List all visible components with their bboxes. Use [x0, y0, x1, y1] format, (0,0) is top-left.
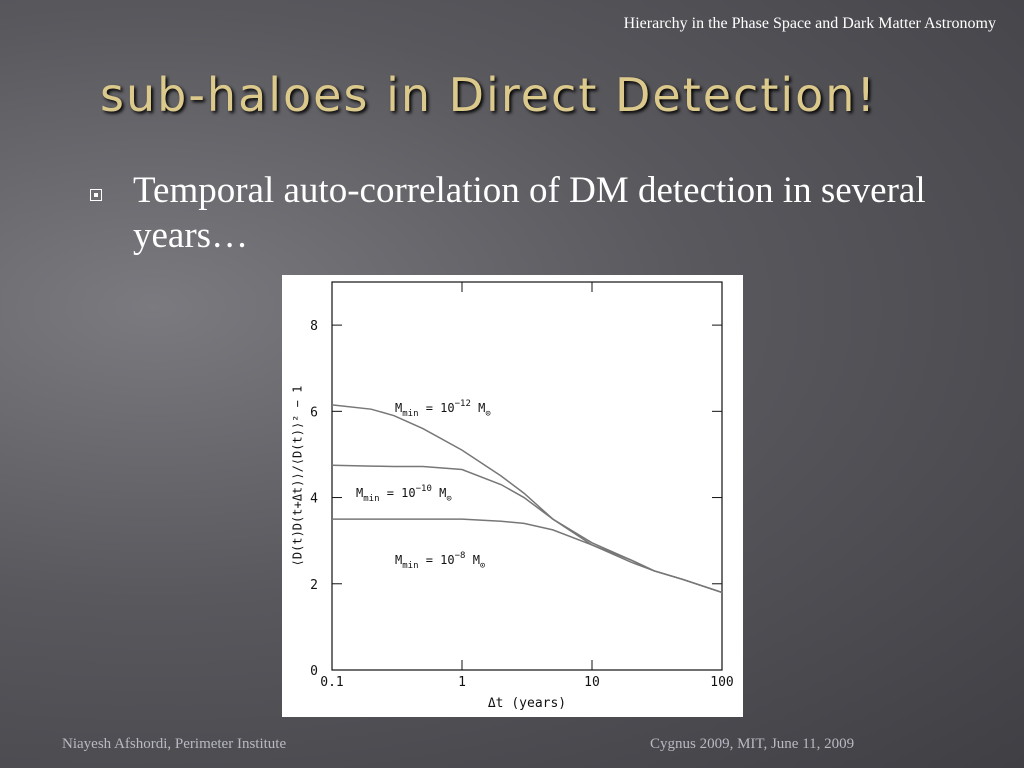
- y-tick-label: 0: [310, 664, 318, 679]
- y-tick-label: 6: [310, 405, 318, 420]
- chart: Δt (years) ⟨D(t)D(t+Δt)⟩/⟨D(t)⟩² − 1 0.1…: [282, 275, 743, 717]
- y-tick-label: 4: [310, 492, 318, 507]
- header: Hierarchy in the Phase Space and Dark Ma…: [623, 15, 996, 32]
- series-label-part: M: [395, 401, 402, 415]
- series-line: [332, 518, 723, 594]
- series-label-part: M: [395, 553, 402, 567]
- x-tick-label: 100: [710, 675, 733, 690]
- series-label-part: ⊙: [485, 409, 490, 419]
- plot-frame: [331, 281, 723, 671]
- series-label-part: M: [432, 486, 446, 500]
- series-label-part: min: [402, 561, 418, 571]
- y-tick-label: 2: [310, 578, 318, 593]
- series-label-part: ⊙: [480, 561, 485, 571]
- series-label-part: −8: [455, 551, 466, 561]
- bullet-marker: [90, 189, 102, 201]
- series-label-part: M: [465, 553, 479, 567]
- x-tick-label: 1: [458, 675, 466, 690]
- series-label-part: M: [471, 401, 485, 415]
- series-label: Mmin = 10−12 M⊙: [395, 399, 491, 419]
- footer-left: Niayesh Afshordi, Perimeter Institute: [62, 736, 287, 752]
- series-label-part: M: [356, 486, 363, 500]
- footer-right: Cygnus 2009, MIT, June 11, 2009: [650, 736, 855, 752]
- series-label-part: −10: [416, 484, 432, 494]
- bullet: Temporal auto-correlation of DM detectio…: [133, 170, 926, 257]
- series-label-part: = 10: [419, 401, 455, 415]
- series-label-part: = 10: [380, 486, 416, 500]
- title: sub-haloes in Direct Detection!: [100, 68, 877, 122]
- series-label: Mmin = 10−8 M⊙: [395, 551, 485, 571]
- x-tick-label: 10: [584, 675, 600, 690]
- x-tick-label: 0.1: [320, 675, 343, 690]
- series-label-part: min: [363, 494, 379, 504]
- series-label: Mmin = 10−10 M⊙: [356, 484, 452, 504]
- series-label-part: −12: [455, 399, 471, 409]
- series-label-part: ⊙: [446, 494, 451, 504]
- series-label-part: min: [402, 409, 418, 419]
- y-tick-label: 8: [310, 319, 318, 334]
- x-axis-label: Δt (years): [488, 696, 566, 711]
- y-axis-label: ⟨D(t)D(t+Δt)⟩/⟨D(t)⟩² − 1: [291, 386, 305, 567]
- series-label-part: = 10: [419, 553, 455, 567]
